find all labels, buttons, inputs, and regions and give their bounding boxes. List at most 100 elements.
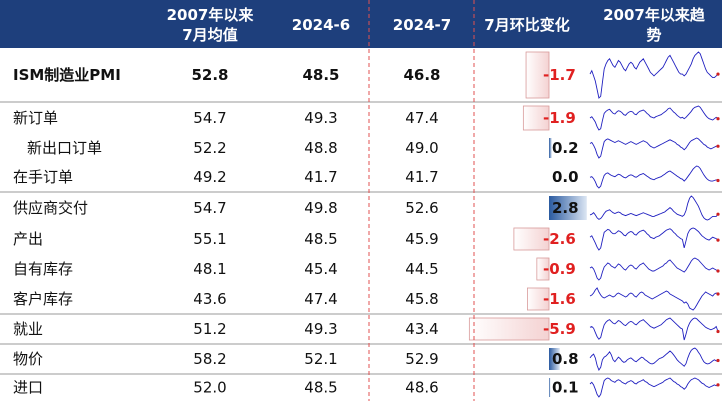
trend-sparkline	[589, 287, 719, 311]
cell-jul: 44.5	[405, 260, 438, 278]
row-label: 产出	[13, 230, 43, 248]
row-label: ISM制造业PMI	[13, 66, 121, 84]
trend-sparkline	[589, 377, 719, 398]
trend-last-point	[716, 383, 720, 387]
trend-sparkline	[589, 347, 719, 371]
change-value: -5.9	[543, 320, 576, 338]
table-row: 物价 58.2 52.1 52.9 0.8	[13, 347, 720, 371]
change-value: 0.2	[552, 139, 579, 157]
row-label: 就业	[13, 320, 43, 338]
header-trend-line1: 2007年以来趋	[603, 6, 706, 24]
cell-jul: 48.6	[405, 379, 438, 397]
change-bar	[549, 348, 560, 370]
change-bar	[549, 138, 552, 158]
cell-avg: 52.0	[193, 379, 226, 397]
change-bar	[536, 257, 550, 281]
cell-jul: 49.0	[405, 139, 438, 157]
cell-avg: 43.6	[193, 290, 226, 308]
change-value: -0.9	[543, 260, 576, 278]
change-bar	[549, 196, 587, 220]
change-value: 2.8	[552, 199, 579, 217]
cell-avg: 54.7	[193, 199, 226, 217]
change-value: 0.8	[552, 350, 579, 368]
cell-jun: 45.4	[304, 260, 337, 278]
cell-avg: 51.2	[193, 320, 226, 338]
header-trend-line2: 势	[646, 26, 661, 44]
cell-jul: 45.9	[405, 230, 438, 248]
cell-jun: 48.5	[302, 66, 339, 84]
trend-sparkline	[589, 257, 719, 281]
trend-last-point	[716, 117, 720, 121]
table-row: 在手订单 49.2 41.7 41.7 0.0	[13, 165, 720, 189]
cell-avg: 52.8	[191, 66, 228, 84]
trend-last-point	[716, 72, 720, 76]
row-label: 新出口订单	[27, 139, 102, 157]
change-bar	[522, 105, 550, 131]
cell-jul: 45.8	[405, 290, 438, 308]
trend-last-point	[716, 178, 720, 183]
cell-jul: 41.7	[405, 168, 438, 186]
cell-jul: 43.4	[405, 320, 438, 338]
cell-jul: 46.8	[403, 66, 440, 84]
trend-sparkline	[589, 317, 719, 341]
change-value: 0.0	[552, 168, 579, 186]
cell-jun: 49.8	[304, 199, 337, 217]
change-bar	[513, 227, 550, 251]
trend-sparkline	[589, 105, 719, 131]
header-band	[0, 0, 722, 48]
cell-avg: 52.2	[193, 139, 226, 157]
cell-jul: 47.4	[405, 109, 438, 127]
table-row: 就业 51.2 49.3 43.4 -5.9	[13, 317, 720, 341]
change-value: -2.6	[543, 230, 576, 248]
change-bar	[549, 378, 551, 397]
cell-jun: 48.8	[304, 139, 337, 157]
cell-avg: 54.7	[193, 109, 226, 127]
cell-jun: 49.3	[304, 109, 337, 127]
table-row: ISM制造业PMI 52.8 48.5 46.8 -1.7	[13, 51, 720, 99]
trend-last-point	[716, 212, 720, 216]
header-jul: 2024-7	[393, 16, 451, 34]
table-row: 进口 52.0 48.5 48.6 0.1	[13, 377, 720, 398]
header-chg: 7月环比变化	[484, 16, 569, 34]
row-label: 进口	[13, 379, 43, 397]
cell-jun: 49.3	[304, 320, 337, 338]
cell-jul: 52.9	[405, 350, 438, 368]
trend-last-point	[716, 292, 720, 296]
cell-avg: 55.1	[193, 230, 226, 248]
table-row: 新出口订单 52.2 48.8 49.0 0.2	[27, 137, 720, 159]
cell-avg: 49.2	[193, 168, 226, 186]
cell-avg: 48.1	[193, 260, 226, 278]
trend-last-point	[716, 329, 720, 334]
cell-jun: 41.7	[304, 168, 337, 186]
change-bar	[468, 317, 550, 341]
row-label: 在手订单	[13, 168, 73, 186]
change-bar	[527, 287, 550, 311]
change-value: -1.6	[543, 290, 576, 308]
change-bar	[525, 51, 550, 99]
header-jun: 2024-6	[292, 16, 350, 34]
row-label: 物价	[13, 350, 43, 368]
trend-last-point	[716, 238, 720, 242]
cell-jul: 52.6	[405, 199, 438, 217]
row-label: 供应商交付	[13, 199, 88, 217]
cell-jun: 47.4	[304, 290, 337, 308]
table-row: 产出 55.1 48.5 45.9 -2.6	[13, 227, 720, 251]
trend-sparkline	[589, 137, 718, 159]
header-avg-line1: 2007年以来	[167, 6, 255, 24]
cell-jun: 52.1	[304, 350, 337, 368]
table-row: 新订单 54.7 49.3 47.4 -1.9	[13, 105, 720, 131]
table-row: 供应商交付 54.7 49.8 52.6 2.8	[13, 195, 720, 221]
row-label: 新订单	[13, 109, 58, 127]
change-value: 0.1	[552, 379, 579, 397]
table-rows: ISM制造业PMI 52.8 48.5 46.8 -1.7 新订单 54.7 49.3 47.4…	[0, 51, 722, 398]
trend-last-point	[716, 144, 720, 148]
change-value: -1.7	[543, 66, 576, 84]
trend-sparkline	[589, 165, 719, 189]
change-value: -1.9	[543, 109, 576, 127]
cell-jun: 48.5	[304, 379, 337, 397]
table-row: 客户库存 43.6 47.4 45.8 -1.6	[13, 287, 720, 311]
trend-sparkline	[589, 195, 719, 221]
header-avg-line2: 7月均值	[182, 26, 237, 44]
row-label: 客户库存	[13, 290, 73, 308]
